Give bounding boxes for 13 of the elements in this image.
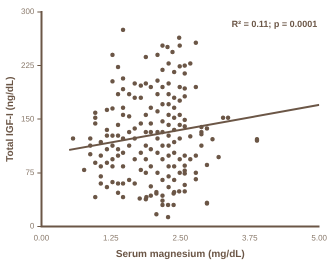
y-axis-title: Total IGF-I (ng/dL) — [4, 76, 16, 162]
x-tick-label: 2.50 — [172, 233, 189, 242]
x-tick-label: 3.75 — [242, 233, 258, 242]
x-tick-label: 1.25 — [103, 233, 120, 242]
x-tick-label: 0.00 — [34, 233, 50, 242]
y-tick-label: 150 — [20, 114, 35, 124]
y-tick-label: 300 — [20, 7, 35, 16]
y-tick-label: 0 — [30, 222, 35, 231]
x-axis-title: Serum magnesium (mg/dL) — [116, 248, 245, 260]
annotation: R² = 0.11; p = 0.0001 — [232, 18, 318, 29]
y-tick-label: 75 — [25, 168, 35, 178]
y-tick-label: 225 — [20, 60, 35, 70]
x-tick-label: 5.00 — [311, 233, 328, 242]
